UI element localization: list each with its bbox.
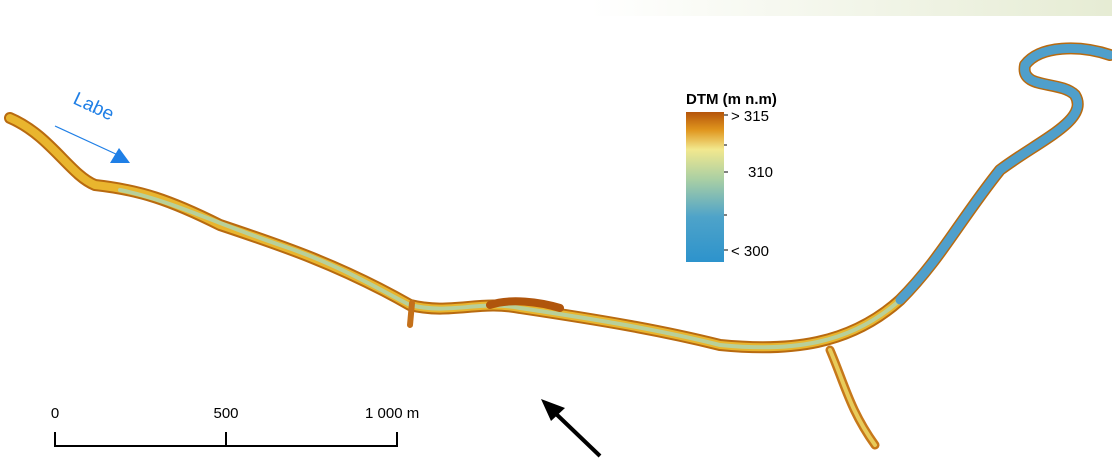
page: Labe DTM (m n.m) > 315 310 < 300 0 500 1…	[0, 0, 1112, 466]
river-label: Labe	[70, 88, 117, 125]
river-bank	[10, 48, 1110, 347]
river-deep	[900, 48, 1110, 300]
flow-arrow-line	[55, 126, 118, 155]
north-arrow	[541, 399, 600, 456]
legend-label: 310	[748, 164, 773, 181]
river-channel	[120, 190, 900, 347]
flow-arrow-head	[110, 148, 130, 163]
scale-label: 500	[213, 405, 238, 422]
scale-label: 0	[51, 405, 59, 422]
legend-ramp	[686, 112, 724, 262]
legend-label: < 300	[731, 243, 769, 260]
scale-bar: 0 500 1 000 m	[51, 405, 419, 446]
north-arrow-shaft	[552, 410, 600, 456]
river-bank	[410, 303, 412, 325]
legend-label: > 315	[731, 108, 769, 125]
legend: DTM (m n.m) > 315 310 < 300	[686, 91, 777, 262]
header-strip	[590, 0, 1112, 16]
river-slope	[10, 48, 1110, 347]
legend-title: DTM (m n.m)	[686, 91, 777, 108]
scale-label: 1 000 m	[365, 405, 419, 422]
river-label-group: Labe	[55, 88, 130, 163]
river	[10, 48, 1110, 445]
map: Labe DTM (m n.m) > 315 310 < 300 0 500 1…	[0, 0, 1112, 466]
legend-ticks	[724, 115, 728, 250]
scale-bar-line	[55, 432, 397, 446]
